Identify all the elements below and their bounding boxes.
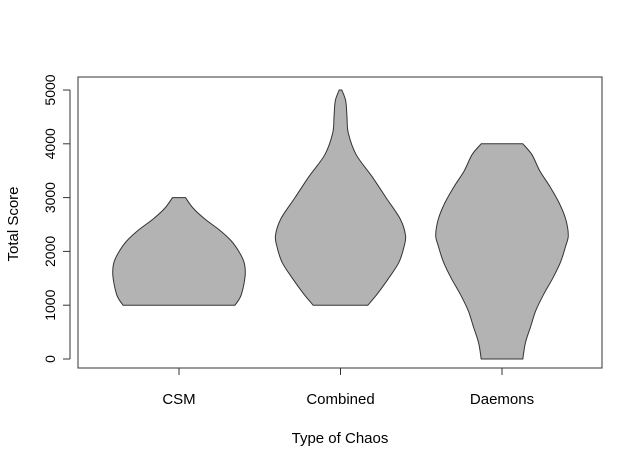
x-tick-label: Daemons	[470, 391, 534, 408]
violin-daemons	[435, 143, 569, 360]
y-tick-label: 0	[42, 355, 58, 363]
y-tick-label: 1000	[42, 289, 58, 320]
y-tick-label: 4000	[42, 128, 58, 159]
y-tick-label: 2000	[42, 236, 58, 267]
y-axis-label: Total Score	[5, 186, 22, 261]
x-axis: CSM Combined Daemons	[162, 367, 534, 408]
y-axis: 0 1000 2000 3000 4000 5000	[42, 74, 71, 363]
x-tick-label: CSM	[162, 391, 195, 408]
violins	[112, 89, 569, 360]
x-axis-label: Type of Chaos	[292, 430, 389, 447]
violin-combined	[274, 89, 407, 306]
y-tick-label: 3000	[42, 182, 58, 213]
x-tick-label: Combined	[306, 391, 374, 408]
violin-csm	[112, 197, 246, 306]
y-tick-label: 5000	[42, 74, 58, 105]
